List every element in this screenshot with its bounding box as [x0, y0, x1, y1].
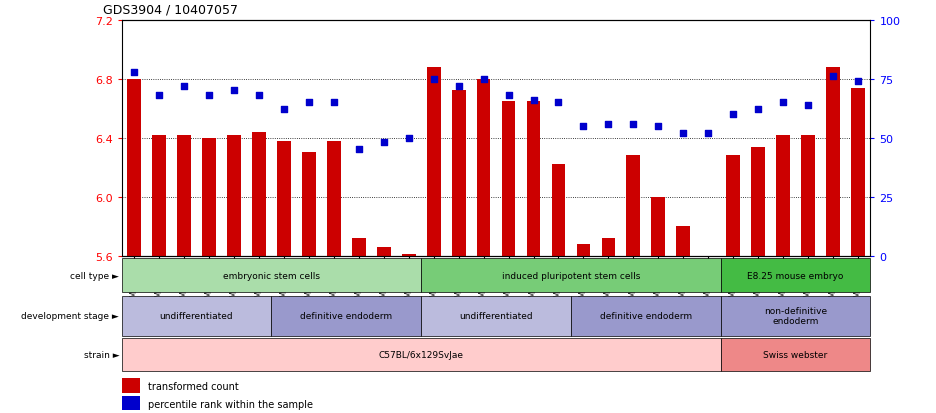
Point — [376, 140, 391, 146]
Point — [327, 100, 342, 106]
Point — [501, 93, 516, 99]
Bar — [721, 339, 870, 371]
Point — [227, 88, 241, 95]
Bar — [476, 79, 490, 256]
Point — [651, 123, 665, 130]
Bar — [721, 296, 870, 336]
Bar — [527, 102, 540, 256]
Text: E8.25 mouse embryo: E8.25 mouse embryo — [748, 271, 843, 280]
Point — [776, 100, 791, 106]
Bar — [352, 238, 366, 256]
Point — [576, 123, 591, 130]
Text: definitive endoderm: definitive endoderm — [300, 311, 392, 320]
Text: C57BL/6x129SvJae: C57BL/6x129SvJae — [379, 350, 463, 359]
Bar — [227, 135, 241, 256]
Point — [626, 121, 641, 128]
Bar — [651, 197, 665, 256]
Bar — [752, 147, 765, 256]
Text: transformed count: transformed count — [148, 381, 239, 391]
Bar — [721, 259, 870, 292]
Bar — [701, 256, 715, 262]
Text: induced pluripotent stem cells: induced pluripotent stem cells — [502, 271, 640, 280]
Bar — [826, 68, 840, 256]
Point — [126, 69, 141, 76]
Bar — [202, 138, 216, 256]
Bar — [626, 156, 640, 256]
Point — [701, 131, 716, 137]
Bar — [402, 254, 416, 256]
Bar — [801, 135, 815, 256]
Point — [751, 107, 766, 114]
Point — [152, 93, 167, 99]
Point — [800, 102, 815, 109]
Bar — [302, 153, 315, 256]
Bar — [551, 165, 565, 256]
Point — [451, 83, 466, 90]
Bar — [602, 238, 615, 256]
Bar — [122, 396, 140, 410]
Point — [826, 74, 841, 81]
Bar — [122, 259, 421, 292]
Bar — [327, 141, 341, 256]
Bar — [122, 339, 721, 371]
Text: non-definitive
endoderm: non-definitive endoderm — [764, 306, 827, 325]
Bar — [252, 133, 266, 256]
Point — [551, 100, 566, 106]
Point — [476, 76, 491, 83]
Bar — [122, 296, 271, 336]
Text: Swiss webster: Swiss webster — [764, 350, 827, 359]
Bar — [127, 79, 141, 256]
Point — [526, 97, 541, 104]
Point — [426, 76, 441, 83]
Text: GDS3904 / 10407057: GDS3904 / 10407057 — [103, 4, 238, 17]
Text: strain ►: strain ► — [83, 350, 119, 359]
Bar — [502, 102, 516, 256]
Point — [601, 121, 616, 128]
Bar — [177, 135, 191, 256]
Bar — [122, 378, 140, 392]
Bar — [421, 296, 571, 336]
Bar — [271, 296, 421, 336]
Point — [201, 93, 216, 99]
Text: undifferentiated: undifferentiated — [160, 311, 233, 320]
Point — [402, 135, 417, 142]
Bar — [377, 247, 390, 256]
Text: undifferentiated: undifferentiated — [460, 311, 533, 320]
Bar — [776, 135, 790, 256]
Bar — [421, 259, 721, 292]
Point — [301, 100, 316, 106]
Point — [725, 112, 740, 118]
Bar — [452, 91, 465, 256]
Bar — [153, 135, 166, 256]
Text: percentile rank within the sample: percentile rank within the sample — [148, 399, 313, 409]
Point — [177, 83, 192, 90]
Bar — [577, 244, 591, 256]
Point — [351, 147, 366, 153]
Bar — [277, 141, 291, 256]
Bar — [726, 156, 740, 256]
Text: definitive endoderm: definitive endoderm — [600, 311, 692, 320]
Point — [252, 93, 267, 99]
Text: cell type ►: cell type ► — [70, 271, 119, 280]
Bar — [427, 68, 441, 256]
Bar — [571, 296, 721, 336]
Bar — [677, 227, 690, 256]
Text: development stage ►: development stage ► — [22, 311, 119, 320]
Bar — [851, 88, 865, 256]
Point — [851, 78, 866, 85]
Text: embryonic stem cells: embryonic stem cells — [223, 271, 320, 280]
Point — [676, 131, 691, 137]
Point — [276, 107, 291, 114]
